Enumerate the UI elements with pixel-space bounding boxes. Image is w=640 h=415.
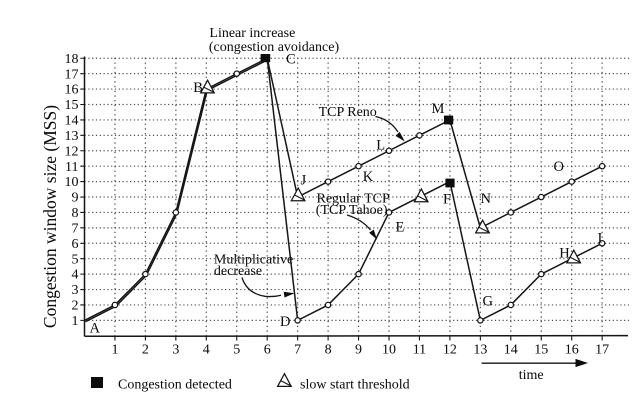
svg-text:13: 13 bbox=[65, 129, 79, 144]
svg-text:12: 12 bbox=[65, 144, 79, 159]
svg-text:2: 2 bbox=[72, 299, 79, 314]
svg-text:F: F bbox=[443, 192, 451, 208]
svg-text:3: 3 bbox=[72, 283, 79, 298]
svg-text:time: time bbox=[519, 368, 544, 383]
svg-text:9: 9 bbox=[72, 191, 79, 206]
svg-text:5: 5 bbox=[72, 252, 79, 267]
svg-text:12: 12 bbox=[443, 343, 457, 358]
svg-text:B: B bbox=[193, 80, 203, 96]
svg-text:14: 14 bbox=[504, 343, 518, 358]
svg-text:(congestion avoidance): (congestion avoidance) bbox=[209, 40, 340, 55]
svg-text:A: A bbox=[90, 321, 101, 337]
svg-text:4: 4 bbox=[203, 343, 210, 358]
svg-text:10: 10 bbox=[65, 175, 79, 190]
svg-text:5: 5 bbox=[233, 343, 240, 358]
svg-text:TCP Reno: TCP Reno bbox=[319, 105, 377, 120]
svg-text:13: 13 bbox=[473, 343, 487, 358]
svg-text:7: 7 bbox=[72, 221, 79, 236]
svg-text:10: 10 bbox=[382, 343, 396, 358]
svg-text:6: 6 bbox=[72, 237, 79, 252]
svg-text:2: 2 bbox=[142, 343, 149, 358]
svg-text:K: K bbox=[363, 169, 374, 185]
svg-text:Linear increase: Linear increase bbox=[209, 26, 295, 41]
svg-text:Regular TCP: Regular TCP bbox=[317, 192, 390, 207]
svg-text:N: N bbox=[481, 191, 492, 207]
svg-text:I: I bbox=[598, 230, 603, 246]
svg-text:1: 1 bbox=[72, 314, 79, 329]
svg-text:O: O bbox=[554, 159, 564, 175]
svg-text:6: 6 bbox=[264, 343, 271, 358]
svg-text:8: 8 bbox=[325, 343, 332, 358]
svg-text:16: 16 bbox=[565, 343, 579, 358]
svg-text:1: 1 bbox=[111, 343, 118, 358]
svg-text:16: 16 bbox=[65, 83, 79, 98]
svg-text:G: G bbox=[483, 294, 494, 310]
svg-text:J: J bbox=[301, 172, 307, 188]
svg-text:(TCP Tahoe): (TCP Tahoe) bbox=[316, 203, 388, 218]
svg-text:H: H bbox=[559, 246, 570, 262]
svg-text:Congestion detected: Congestion detected bbox=[118, 377, 232, 392]
svg-text:3: 3 bbox=[172, 343, 179, 358]
svg-text:4: 4 bbox=[72, 268, 79, 283]
svg-text:Multiplicative: Multiplicative bbox=[214, 253, 293, 268]
svg-text:17: 17 bbox=[595, 343, 609, 358]
svg-text:C: C bbox=[286, 52, 296, 68]
svg-text:9: 9 bbox=[355, 343, 362, 358]
svg-text:11: 11 bbox=[413, 343, 426, 358]
svg-text:8: 8 bbox=[72, 206, 79, 221]
svg-text:17: 17 bbox=[65, 67, 79, 82]
svg-text:Congestion window size (MSS): Congestion window size (MSS) bbox=[40, 105, 60, 328]
svg-text:7: 7 bbox=[294, 343, 301, 358]
svg-text:15: 15 bbox=[534, 343, 548, 358]
svg-text:E: E bbox=[396, 220, 405, 236]
svg-text:L: L bbox=[376, 137, 385, 153]
svg-text:M: M bbox=[432, 101, 445, 117]
svg-text:14: 14 bbox=[65, 114, 79, 129]
svg-text:decrease: decrease bbox=[214, 264, 262, 279]
svg-text:15: 15 bbox=[65, 98, 79, 113]
svg-text:18: 18 bbox=[65, 52, 79, 67]
svg-text:slow start threshold: slow start threshold bbox=[300, 377, 410, 392]
svg-text:D: D bbox=[280, 314, 290, 330]
svg-text:11: 11 bbox=[65, 160, 78, 175]
